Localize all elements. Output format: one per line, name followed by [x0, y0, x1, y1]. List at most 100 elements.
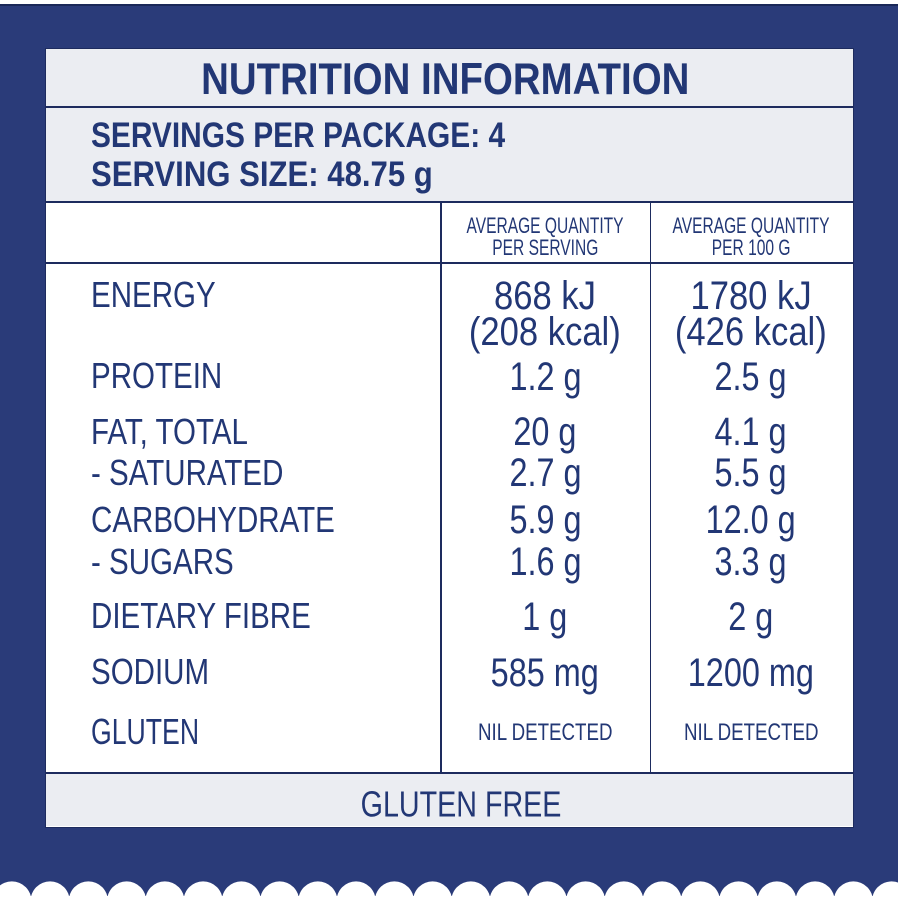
header-per-100g-line1: AVERAGE QUANTITY — [672, 212, 830, 238]
value-per-serving: NIL DETECTED — [440, 714, 650, 750]
value-line: NIL DETECTED — [477, 719, 613, 747]
header-per-serving-line1: AVERAGE QUANTITY — [466, 212, 624, 238]
text-line: 1200 mg — [650, 650, 852, 695]
title-bar: NUTRITION INFORMATION — [46, 49, 853, 109]
text-line: 1.6 g — [440, 539, 650, 584]
header-per-serving-line2: PER SERVING — [492, 234, 599, 260]
value-per-serving: 585 mg — [440, 650, 650, 695]
text-line: PER SERVING — [440, 234, 650, 260]
value-per-serving: 5.9 g 1.6 g — [440, 498, 650, 584]
value-per-serving: 20 g 2.7 g — [440, 411, 650, 494]
nutrient-name: FAT, TOTAL — [90, 410, 248, 452]
text-line: DIETARY FIBRE — [90, 594, 441, 636]
text-line: 2.5 g — [650, 355, 852, 400]
text-line: GLUTEN — [91, 714, 441, 750]
text-line: 1 g — [440, 594, 650, 639]
text-line: NIL DETECTED — [650, 714, 852, 750]
header-per-100g: AVERAGE QUANTITY PER 100 G — [650, 212, 852, 260]
row-label: PROTEIN — [46, 358, 440, 394]
text-line: 3.3 g — [650, 541, 852, 582]
value-line: 868 kJ — [494, 273, 597, 318]
nutrient-name: PROTEIN — [90, 355, 222, 397]
row-label: DIETARY FIBRE — [46, 594, 441, 636]
text-line: 12.0 g — [650, 499, 852, 541]
text-line: 20 g — [440, 411, 650, 452]
nutrient-name: DIETARY FIBRE — [90, 594, 311, 636]
nutrient-name: - SATURATED — [90, 452, 283, 494]
text-line: 585 mg — [440, 650, 650, 695]
text-line: 2 g — [650, 594, 852, 639]
text-line: - SATURATED — [91, 452, 441, 494]
row-label: SODIUM — [46, 650, 441, 692]
column-divider-2 — [649, 203, 652, 773]
table-row-protein: PROTEIN 1.2 g 2.5 g — [46, 355, 853, 400]
value-per-serving: 1.2 g — [440, 355, 650, 400]
bottom-white-margin — [0, 896, 900, 900]
value-per-100g: NIL DETECTED — [650, 714, 852, 750]
table-row-dietary-fibre: DIETARY FIBRE 1 g 2 g — [46, 594, 853, 639]
text-line: SODIUM — [90, 650, 441, 692]
table-row-gluten: GLUTEN NIL DETECTED NIL DETECTED — [46, 714, 853, 750]
nutrient-name: ENERGY — [90, 273, 216, 315]
value-per-100g: 2.5 g — [650, 355, 852, 400]
text-line: (426 kcal) — [650, 309, 852, 354]
value-line: 1780 kJ — [690, 273, 812, 318]
value-line: 1200 mg — [687, 650, 814, 695]
value-line: 2 g — [728, 594, 774, 639]
header-per-100g-line2: PER 100 G — [711, 234, 791, 260]
value-line: 1 g — [522, 594, 568, 639]
nutrition-panel: NUTRITION INFORMATION SERVINGS PER PACKA… — [45, 48, 854, 828]
value-per-100g: 1200 mg — [650, 650, 852, 695]
text-line: ENERGY — [90, 273, 441, 315]
value-per-100g: 12.0 g 3.3 g — [650, 499, 852, 583]
column-divider-1 — [440, 203, 442, 773]
text-line: 4.1 g — [650, 409, 852, 454]
scallop-arcs — [0, 881, 900, 900]
value-per-100g: 4.1 g 5.5 g — [650, 411, 852, 494]
row-label: ENERGY — [46, 273, 441, 349]
serving-size: SERVING SIZE: 48.75 g — [90, 155, 433, 195]
value-per-100g: 2 g — [650, 594, 852, 639]
nutrient-name: CARBOHYDRATE — [90, 499, 335, 541]
text-line: 868 kJ — [440, 273, 650, 318]
row-label: CARBOHYDRATE - SUGARS — [46, 499, 440, 582]
text-line: - SUGARS — [91, 541, 441, 583]
value-line: 585 mg — [491, 650, 600, 695]
text-line: AVERAGE QUANTITY — [650, 212, 852, 238]
gluten-free-text: GLUTEN FREE — [361, 783, 562, 825]
value-line: (426 kcal) — [674, 309, 827, 354]
value-line: 1.6 g — [509, 539, 582, 584]
table-row-fat: FAT, TOTAL - SATURATED 20 g 2.7 g 4.1 g … — [46, 411, 853, 494]
text-line: (208 kcal) — [440, 309, 650, 354]
nutrient-name: GLUTEN — [90, 711, 199, 753]
text-line: PROTEIN — [91, 358, 441, 394]
gluten-free-bar: GLUTEN FREE — [46, 772, 853, 826]
table-row-sodium: SODIUM 585 mg 1200 mg — [46, 650, 853, 695]
value-line: 5.9 g — [509, 498, 582, 543]
row-label: FAT, TOTAL - SATURATED — [46, 411, 440, 494]
header-per-serving: AVERAGE QUANTITY PER SERVING — [440, 212, 650, 260]
nutrient-name: SODIUM — [90, 650, 209, 692]
nutrient-name: - SUGARS — [90, 540, 234, 582]
table-header-row: AVERAGE QUANTITY PER SERVING AVERAGE QUA… — [46, 203, 853, 264]
label-top-edge — [0, 4, 898, 6]
table-row-energy: ENERGY 868 kJ (208 kcal) 1780 kJ (426 kc… — [46, 273, 853, 354]
value-line: 5.5 g — [714, 451, 787, 496]
servings-per-package: SERVINGS PER PACKAGE: 4 — [90, 116, 505, 156]
scalloped-bottom-edge — [0, 852, 900, 900]
value-line: 2.7 g — [509, 451, 582, 496]
text-line: 1780 kJ — [650, 273, 852, 318]
value-per-serving: 1 g — [440, 594, 650, 639]
value-per-serving: 868 kJ (208 kcal) — [440, 273, 650, 354]
servings-section: SERVINGS PER PACKAGE: 4 SERVING SIZE: 48… — [46, 108, 853, 204]
panel-title: NUTRITION INFORMATION — [201, 54, 690, 104]
value-per-100g: 1780 kJ (426 kcal) — [650, 273, 852, 354]
text-line: CARBOHYDRATE — [91, 499, 441, 541]
value-line: 2.5 g — [714, 355, 787, 400]
text-line: 2.7 g — [440, 452, 650, 494]
text-line: 5.5 g — [650, 452, 852, 494]
value-line: 1.2 g — [509, 355, 582, 400]
text-line: 1.2 g — [440, 355, 650, 400]
value-line: 4.1 g — [714, 409, 787, 454]
value-line: (208 kcal) — [469, 309, 622, 354]
